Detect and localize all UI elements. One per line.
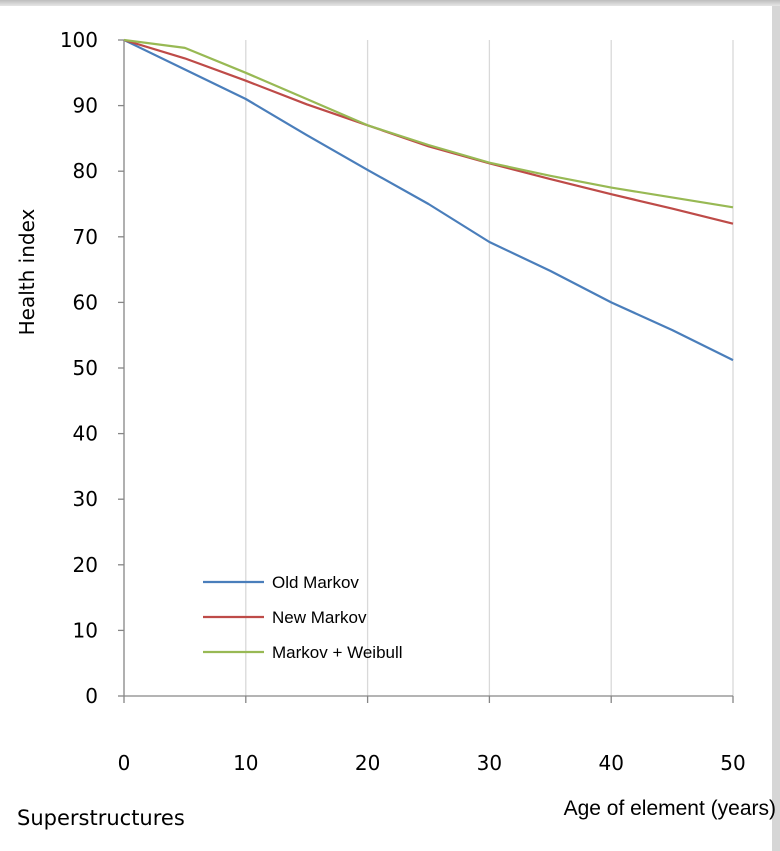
y-tick-label: 90 (73, 94, 98, 118)
series-line-markov-weibull (123, 38, 734, 209)
y-tick-label: 100 (60, 28, 98, 52)
y-tick-label: 80 (73, 159, 98, 183)
x-tick-label: 0 (118, 751, 131, 775)
legend: Old Markov New Markov Markov + Weibull (203, 573, 403, 662)
right-edge-strip (772, 6, 780, 851)
series-line-new-markov (123, 38, 734, 225)
y-tick-label: 60 (73, 290, 98, 314)
y-tick-label: 40 (73, 422, 98, 446)
series-line-old-markov (123, 39, 734, 362)
axes (118, 39, 734, 703)
tick-labels: 0 10 20 30 40 50 60 70 80 90 100 0 10 20 30 40 50 (60, 28, 746, 775)
series-lines (123, 38, 734, 362)
x-tick-label: 40 (598, 751, 623, 775)
y-axis-title: Health index (15, 208, 39, 335)
chart-caption: Superstructures (17, 806, 185, 830)
y-tick-label: 30 (73, 487, 98, 511)
y-tick-label: 50 (73, 356, 98, 380)
x-tick-label: 50 (720, 751, 745, 775)
x-axis-title: Age of element (years) (564, 797, 776, 820)
gridlines (245, 40, 734, 696)
y-tick-label: 70 (73, 225, 98, 249)
x-tick-label: 10 (233, 751, 258, 775)
legend-label: Old Markov (272, 573, 359, 592)
y-tick-label: 20 (73, 553, 98, 577)
legend-label: Markov + Weibull (272, 643, 403, 662)
x-tick-label: 30 (477, 751, 502, 775)
top-bar (0, 0, 780, 6)
legend-label: New Markov (272, 608, 367, 627)
x-tick-label: 20 (355, 751, 380, 775)
y-tick-label: 10 (73, 618, 98, 642)
y-tick-label: 0 (85, 684, 98, 708)
